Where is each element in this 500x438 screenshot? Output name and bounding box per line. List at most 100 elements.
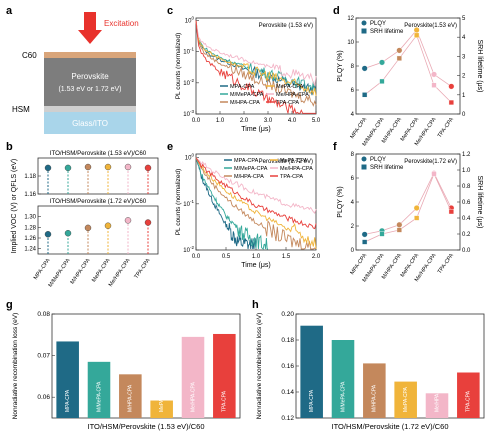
- panel-e-series-line: [195, 157, 317, 214]
- panel-e-xtick-label: 1.5: [282, 254, 291, 260]
- panel-h-bar-label: M/MePA-CPA: [340, 381, 346, 412]
- panel-h-bar-label: MPA-CPA: [309, 389, 315, 412]
- panel-c-series-line: [195, 20, 317, 107]
- panel-f-cat-tick-label: MPA-CPA: [349, 252, 368, 276]
- panel-e-ylabel: PL counts (normalized): [175, 169, 182, 236]
- panel-e: 100 10-1 10-20.0 0.5 1.0 1.5 2.0 Time (μs) PL co…: [175, 153, 321, 269]
- panel-b-cat-tick-label: M/HPA-CPA: [70, 257, 92, 285]
- panel-d-plqy-point: [396, 47, 403, 54]
- panel-g-bar-label: MePA-CPA: [159, 387, 165, 412]
- panel-c-xtick-label: 5.0: [312, 118, 321, 124]
- panel-f-y2tick-label: 0.0: [462, 248, 471, 254]
- panel-h-frame: [295, 313, 485, 419]
- panel-c-xtick-label: 4.0: [288, 118, 297, 124]
- panel-e-ytick-label: 100: [185, 153, 195, 162]
- panel-d-srh-point: [448, 99, 454, 106]
- excitation-label: Excitation: [104, 19, 139, 28]
- panel-d-srh-point: [414, 32, 420, 38]
- panel-d-y2tick-label: 0: [462, 112, 466, 118]
- panel-d-y2tick-label: 1: [462, 93, 466, 99]
- panel-f-series-line: [364, 172, 452, 235]
- panel-e-ytick-exp: -2: [190, 245, 194, 250]
- panel-f-y2tick-label: 0.2: [462, 232, 471, 238]
- panel-c-ytick-label: 10-2: [183, 78, 194, 87]
- panel-c-xlabel: Time (μs): [241, 126, 270, 133]
- panel-f-legend-label: SRH lifetime: [370, 165, 404, 171]
- panel-c-series-line: [195, 20, 316, 115]
- panel-b-ytick-label: 1.16: [24, 192, 36, 198]
- panel-h-bar: [363, 363, 386, 418]
- panel-f-y2tick-label: 1.0: [462, 168, 471, 174]
- panel-b: ITO/HSM/Perovskite (1.53 eV)/C60 1.16 1.18…: [11, 150, 159, 289]
- panel-d-y2tick-label: 3: [462, 54, 466, 60]
- panel-g-bar: [150, 400, 173, 418]
- panel-e-xtick-label: 0.0: [192, 254, 201, 260]
- panel-h-ytick-label: 0.18: [281, 337, 294, 344]
- panel-f-ytick-label: 6: [351, 176, 355, 182]
- panel-f-ytick-label: 8: [351, 152, 355, 158]
- panel-f-title: Perovskite(1.72 eV): [404, 159, 457, 165]
- panel-b-point: [124, 163, 132, 171]
- glass-ito-layer: [44, 112, 136, 134]
- panel-d-legend-marker: [361, 28, 367, 34]
- panel-g-bar-label: M/MePA-CPA: [96, 381, 102, 412]
- panel-e-ytick-exp: 0: [191, 153, 194, 158]
- excitation-arrow-icon: [78, 12, 102, 44]
- panel-c-legend-label: MPA-CPA: [230, 84, 255, 90]
- panel-c: 100 10-1 10-2 10-30.0 1.0 2.0 3.0 4.0 5.0 Time (μ…: [175, 15, 321, 133]
- panel-b-point: [124, 217, 132, 224]
- panel-e-series-line: [195, 157, 317, 250]
- panel-d-ytick-label: 8: [351, 64, 355, 70]
- panel-b-point: [84, 224, 92, 232]
- panel-c-ytick-label: 10-3: [183, 109, 194, 118]
- panel-d-title: Perovskite(1.53 eV): [404, 23, 457, 29]
- panel-c-xtick-label: 3.0: [264, 118, 273, 124]
- panel-f-ytick-label: 2: [351, 224, 355, 230]
- panel-label-h: h: [252, 299, 259, 311]
- panel-e-series-line: [195, 157, 317, 250]
- panel-b-ytick-label: 1.24: [24, 247, 36, 253]
- panel-d-ytick-label: 12: [347, 16, 354, 22]
- panel-b-ytick-label: 1.26: [24, 236, 36, 242]
- panel-b-cat-tick-label: MPA-CPA: [33, 257, 52, 281]
- panel-label-d: d: [333, 5, 340, 17]
- panel-b-point: [104, 222, 112, 229]
- panel-d-legend-label: SRH lifetime: [370, 29, 404, 35]
- panel-c-legend-label: MePA-CPA: [276, 84, 304, 90]
- panel-g: 0.06 0.07 0.08 MPA-CPA M/MePA-CPA M/HPA-CPA Me…: [12, 311, 241, 431]
- panel-d-plqy-point: [379, 59, 386, 66]
- panel-b-cat-tick-label: TPA-CPA: [134, 257, 152, 280]
- panel-g-ytick-label: 0.06: [37, 394, 50, 401]
- panel-b-point: [84, 163, 92, 171]
- panel-f-legend-marker: [361, 156, 367, 162]
- panel-f-y2tick-label: 0.4: [462, 216, 471, 222]
- panel-b-point: [44, 231, 52, 238]
- panel-c-ytick-label: 100: [185, 15, 195, 24]
- panel-b-ytick-label: 1.28: [24, 225, 36, 231]
- panel-c-legend-label: M/MePA-CPA: [230, 92, 264, 98]
- panel-d-cat-tick-label: MPA-CPA: [349, 116, 368, 140]
- panel-e-title: Perovskite (1.72 eV): [259, 159, 313, 165]
- panel-h-ytick-label: 0.12: [281, 415, 294, 422]
- panel-f-plqy-point: [413, 204, 420, 211]
- panel-g-xlabel: ITO/HSM/Perovskite (1.53 eV)/C60: [88, 422, 205, 431]
- bandgap-label: (1.53 eV or 1.72 eV): [58, 86, 121, 93]
- panel-f-ylabel: PLQY (%): [337, 186, 344, 217]
- panel-b-sub-label: ITO/HSM/Perovskite (1.53 eV)/C60: [50, 150, 147, 157]
- panel-label-c: c: [167, 5, 173, 17]
- panel-h-bar-label: MePA-CPA: [403, 387, 409, 412]
- panel-f-legend-label: PLQY: [370, 157, 386, 163]
- perovskite-layer: [44, 58, 136, 106]
- panel-f-y2tick-label: 0.8: [462, 184, 471, 190]
- panel-d-srh-point: [396, 55, 402, 61]
- panel-h-bar-label: Me/HPA-CPA: [434, 382, 440, 412]
- panel-h-ytick-label: 0.20: [281, 311, 294, 318]
- hsm-label: HSM: [12, 105, 30, 114]
- panel-c-legend-label: TPA-CPA: [276, 100, 299, 106]
- panel-h-ylabel: Nonradiative recombination loss (eV): [256, 313, 263, 420]
- panel-f-y2tick-label: 1.2: [462, 152, 471, 158]
- panel-h: 0.12 0.14 0.16 0.18 0.20 MPA-CPA M/MePA-CPA M/H…: [256, 311, 485, 431]
- panel-e-legend-label: TPA-CPA: [280, 174, 303, 180]
- panel-e-ytick-exp: -1: [190, 199, 194, 204]
